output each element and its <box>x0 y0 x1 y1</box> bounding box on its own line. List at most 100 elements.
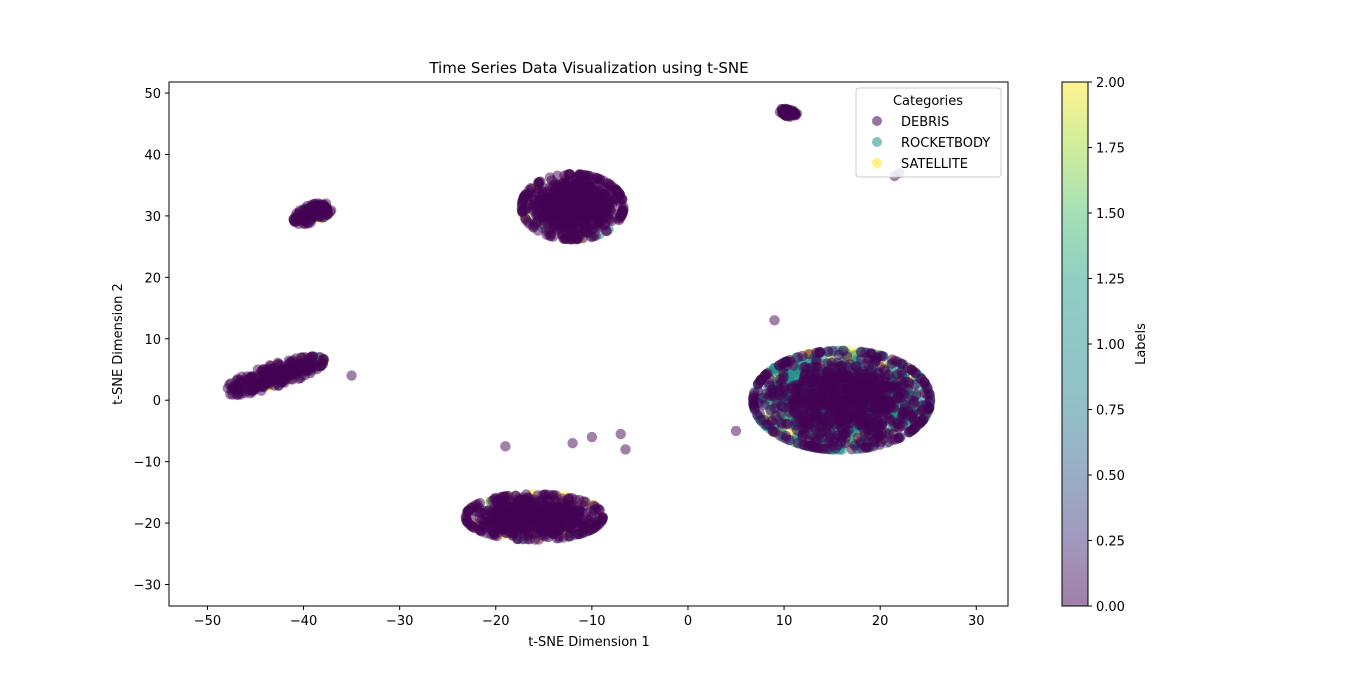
x-tick-label: −10 <box>578 614 605 629</box>
colorbar-tick-label: 2.00 <box>1096 76 1125 91</box>
point-debris <box>921 389 933 400</box>
point-debris <box>834 414 845 426</box>
point-debris <box>903 427 915 438</box>
legend-box <box>855 87 1002 178</box>
point-debris <box>597 188 608 199</box>
legend-marker-satellite <box>872 158 882 168</box>
point-debris <box>815 347 826 358</box>
point-debris <box>510 528 521 539</box>
point-debris <box>866 420 877 432</box>
point-debris <box>849 440 861 451</box>
point-debris <box>617 194 628 205</box>
point-debris <box>566 512 577 523</box>
y-tick-label: −10 <box>134 456 161 471</box>
point-debris <box>566 500 577 512</box>
point-debris <box>521 519 533 530</box>
point-debris <box>899 399 911 411</box>
point-debris <box>888 428 899 440</box>
point-debris <box>776 417 787 428</box>
point-debris <box>878 379 890 391</box>
point-debris <box>797 407 808 418</box>
point-debris <box>581 507 592 518</box>
point-debris <box>588 523 599 534</box>
point-debris <box>247 372 258 383</box>
colorbar-tick-label: 1.50 <box>1096 207 1125 222</box>
x-tick-label: −40 <box>290 614 317 629</box>
point-debris <box>573 528 584 539</box>
point-debris <box>566 201 578 213</box>
point-debris <box>514 496 526 507</box>
x-tick-label: 20 <box>872 614 889 629</box>
point-debris <box>832 382 843 393</box>
point-debris <box>815 391 826 402</box>
point-debris <box>294 361 305 372</box>
point-debris <box>907 398 919 410</box>
point-debris <box>615 428 626 440</box>
point-debris <box>296 352 307 363</box>
point-debris <box>264 360 276 371</box>
point-debris <box>906 364 917 376</box>
point-debris <box>748 395 759 406</box>
point-debris <box>812 361 823 373</box>
point-debris <box>606 188 617 199</box>
point-debris <box>874 419 885 430</box>
point-debris <box>774 360 785 371</box>
x-tick-label: 0 <box>684 614 692 629</box>
point-debris <box>273 358 284 370</box>
point-debris <box>874 439 885 450</box>
point-debris <box>538 514 550 525</box>
point-debris <box>764 373 775 385</box>
colorbar-tick-label: 0.50 <box>1096 469 1125 484</box>
point-debris <box>234 383 245 395</box>
point-debris <box>817 426 828 438</box>
point-debris <box>853 372 864 383</box>
y-tick-label: 30 <box>144 210 161 225</box>
colorbar-tick-label: 1.00 <box>1096 338 1125 353</box>
point-debris <box>730 425 742 437</box>
point-debris <box>807 440 818 451</box>
point-debris <box>598 175 609 187</box>
point-debris <box>575 188 587 200</box>
point-debris <box>784 355 795 366</box>
colorbar-label: Labels <box>1134 323 1149 365</box>
legend-marker-debris <box>872 116 882 126</box>
y-tick-label: 20 <box>144 271 161 286</box>
point-debris <box>886 374 897 385</box>
point-debris <box>590 203 601 214</box>
point-debris <box>880 365 891 377</box>
point-debris <box>768 426 779 437</box>
point-debris <box>541 193 553 204</box>
colorbar: 0.00 0.25 0.50 0.75 1.00 1.25 1.50 1.75 2.00 Lab… <box>1061 76 1149 615</box>
point-debris <box>489 526 501 537</box>
y-tick-label: 10 <box>144 333 161 348</box>
point-debris <box>809 369 821 381</box>
y-axis-label: t-SNE Dimension 2 <box>111 283 126 405</box>
point-debris <box>843 424 854 435</box>
point-debris <box>818 373 829 385</box>
point-debris <box>806 417 817 428</box>
point-debris <box>556 493 568 504</box>
point-debris <box>919 378 931 389</box>
point-debris <box>596 514 608 526</box>
point-debris <box>811 402 822 413</box>
point-debris <box>561 231 573 243</box>
point-debris <box>521 489 532 500</box>
point-debris <box>838 400 849 412</box>
point-debris <box>805 384 816 396</box>
colorbar-tick-label: 0.25 <box>1096 535 1125 550</box>
point-debris <box>897 420 909 431</box>
colorbar-tick-label: 1.25 <box>1096 273 1125 288</box>
x-tick-label: 30 <box>968 614 985 629</box>
point-debris <box>856 396 868 408</box>
point-debris <box>797 430 808 441</box>
point-debris <box>555 512 566 524</box>
point-debris <box>915 416 927 428</box>
colorbar-ticks: 0.00 0.25 0.50 0.75 1.00 1.25 1.50 1.75 2.00 <box>1088 76 1125 615</box>
y-tick-label: −30 <box>134 578 161 593</box>
point-debris <box>500 441 511 452</box>
point-debris <box>768 391 779 402</box>
point-debris <box>469 505 480 517</box>
point-debris <box>490 517 501 529</box>
point-debris <box>900 376 911 388</box>
point-debris <box>550 522 562 534</box>
